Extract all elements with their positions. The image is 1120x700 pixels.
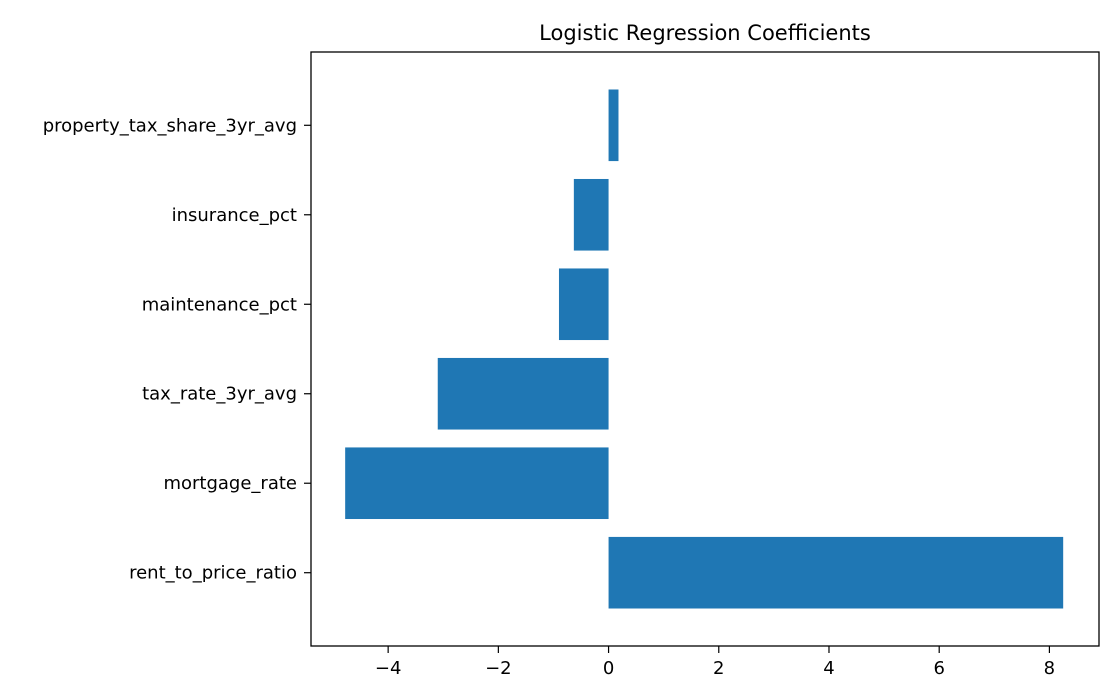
x-tick-label: 0 [603,658,614,679]
x-tick-label: 8 [1044,658,1055,679]
x-tick-label: 4 [823,658,834,679]
y-tick-label: insurance_pct [172,205,297,226]
x-axis-ticks: −4 −2 0 2 4 6 8 [375,646,1055,679]
y-tick-label: rent_to_price_ratio [129,563,297,584]
x-tick-label: −4 [375,658,402,679]
bars-group [345,89,1064,609]
y-tick-label: property_tax_share_3yr_avg [43,115,297,136]
x-tick-label: −2 [485,658,512,679]
y-tick-label: mortgage_rate [163,473,297,494]
bar-mortgage-rate [345,447,609,520]
bar-insurance-pct [573,178,609,251]
y-tick-label: tax_rate_3yr_avg [142,384,297,405]
bar-tax-rate-3yr-avg [437,357,609,430]
y-axis-ticks: rent_to_price_ratio mortgage_rate tax_rate… [43,115,311,584]
bar-rent-to-price-ratio [608,536,1064,609]
plot-area-frame [310,51,1100,647]
x-tick-label: 6 [933,658,944,679]
bar-property-tax-share-3yr-avg [608,89,619,162]
chart-title: Logistic Regression Coefficients [539,21,871,45]
y-tick-label: maintenance_pct [142,294,297,315]
x-tick-label: 2 [713,658,724,679]
bar-maintenance-pct [558,268,609,341]
